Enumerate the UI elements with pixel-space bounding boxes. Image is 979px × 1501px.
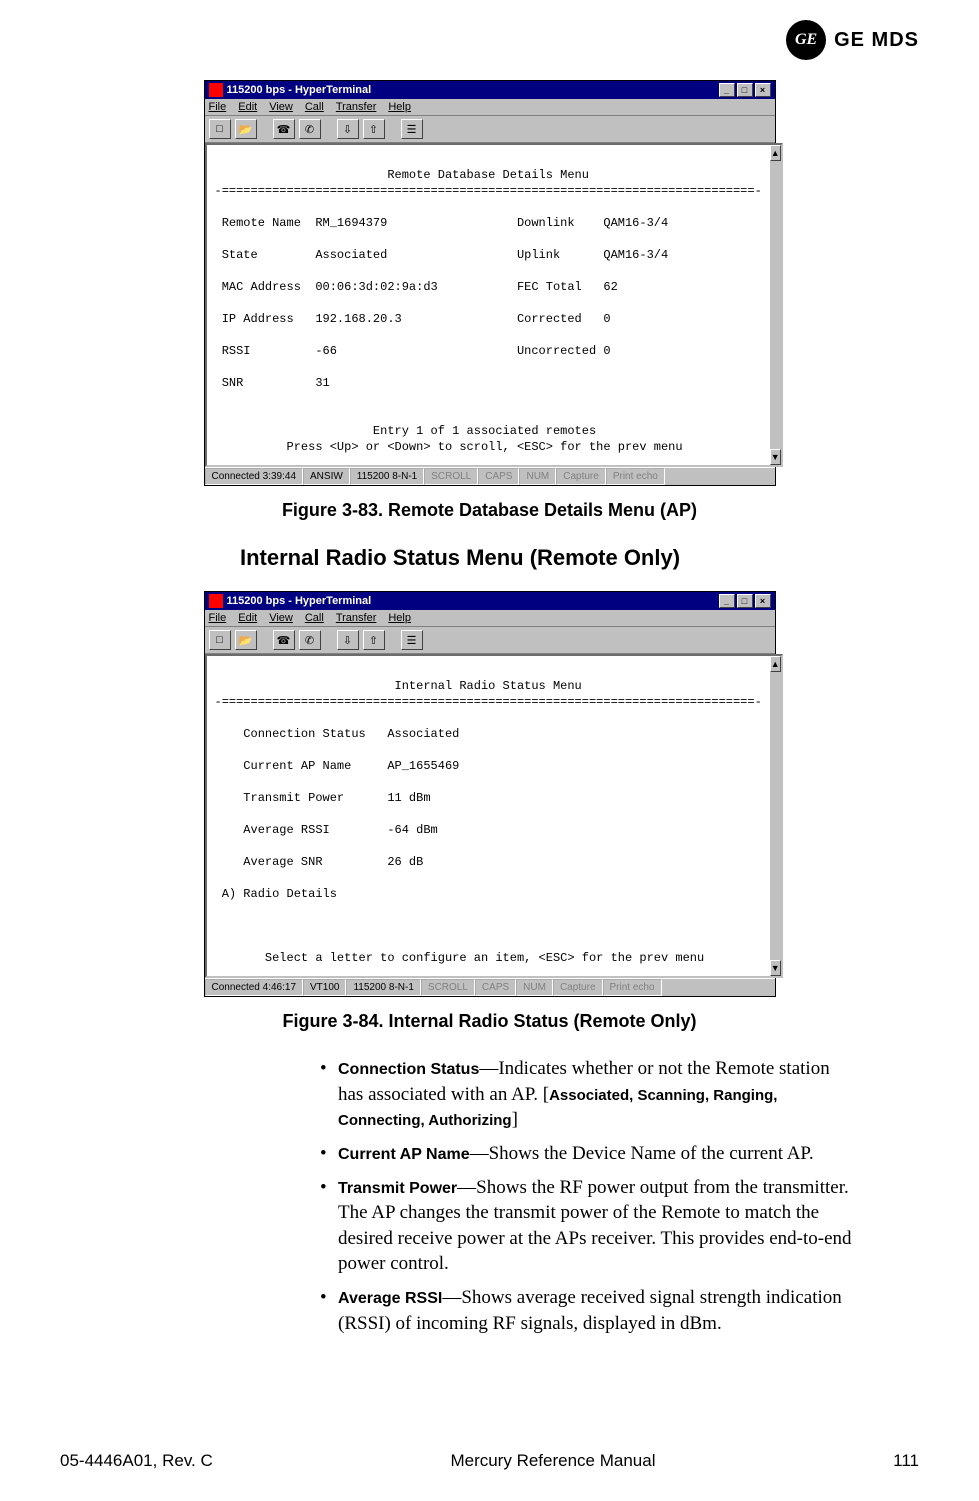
figure-caption-2: Figure 3-84. Internal Radio Status (Remo… [60, 1011, 919, 1032]
toolbar-receive-icon[interactable]: ⇧ [363, 630, 385, 650]
toolbar-connect-icon[interactable]: ☎ [273, 630, 295, 650]
toolbar-send-icon[interactable]: ⇩ [337, 630, 359, 650]
bullet-body: —Shows the Device Name of the current AP… [470, 1143, 814, 1164]
toolbar-properties-icon[interactable]: ☰ [401, 119, 423, 139]
app-icon [209, 83, 223, 97]
page-footer: 05-4446A01, Rev. C Mercury Reference Man… [60, 1451, 919, 1471]
footer-right: 111 [893, 1451, 919, 1471]
app-icon [209, 594, 223, 608]
status-num: NUM [516, 979, 553, 996]
statusbar: Connected 3:39:44 ANSIW 115200 8-N-1 SCR… [205, 467, 775, 485]
status-num: NUM [519, 468, 556, 485]
minimize-button[interactable]: _ [719, 594, 735, 608]
scroll-up-icon[interactable]: ▲ [770, 145, 781, 161]
menu-file[interactable]: File [209, 612, 227, 624]
status-capture: Capture [556, 468, 606, 485]
statusbar: Connected 4:46:17 VT100 115200 8-N-1 SCR… [205, 978, 775, 996]
status-printecho: Print echo [606, 468, 665, 485]
close-button[interactable]: × [755, 83, 771, 97]
menu-transfer[interactable]: Transfer [336, 612, 377, 624]
status-params: 115200 8-N-1 [346, 979, 420, 996]
list-item: Connection Status—Indicates whether or n… [320, 1056, 859, 1133]
menu-call[interactable]: Call [305, 612, 324, 624]
menu-transfer[interactable]: Transfer [336, 101, 377, 113]
status-connected: Connected 4:46:17 [205, 979, 304, 996]
minimize-button[interactable]: _ [719, 83, 735, 97]
menu-edit[interactable]: Edit [238, 612, 257, 624]
footer-center: Mercury Reference Manual [450, 1451, 655, 1471]
menu-call[interactable]: Call [305, 101, 324, 113]
status-scroll: SCROLL [421, 979, 475, 996]
status-scroll: SCROLL [424, 468, 478, 485]
hyperterminal-window-1: 115200 bps - HyperTerminal _ □ × File Ed… [204, 80, 776, 486]
toolbar-open-icon[interactable]: 📂 [235, 630, 257, 650]
menubar: File Edit View Call Transfer Help [205, 99, 775, 116]
scrollbar[interactable]: ▲ ▼ [770, 654, 783, 978]
bullet-term: Transmit Power [338, 1180, 457, 1197]
toolbar-receive-icon[interactable]: ⇧ [363, 119, 385, 139]
window-title: 115200 bps - HyperTerminal [227, 595, 372, 607]
ge-monogram-icon: GE [786, 20, 826, 60]
list-item: Average RSSI—Shows average received sign… [320, 1285, 859, 1336]
scroll-down-icon[interactable]: ▼ [770, 960, 781, 976]
toolbar-disconnect-icon[interactable]: ✆ [299, 119, 321, 139]
footer-left: 05-4446A01, Rev. C [60, 1451, 213, 1471]
toolbar-open-icon[interactable]: 📂 [235, 119, 257, 139]
menu-view[interactable]: View [269, 101, 293, 113]
bullet-tail: ] [512, 1109, 518, 1130]
status-caps: CAPS [475, 979, 516, 996]
titlebar: 115200 bps - HyperTerminal _ □ × [205, 592, 775, 610]
menu-help[interactable]: Help [388, 101, 411, 113]
bullet-term: Connection Status [338, 1061, 479, 1078]
menu-edit[interactable]: Edit [238, 101, 257, 113]
scroll-down-icon[interactable]: ▼ [770, 449, 781, 465]
header-logo: GE GE MDS [60, 20, 919, 60]
toolbar-properties-icon[interactable]: ☰ [401, 630, 423, 650]
status-connected: Connected 3:39:44 [205, 468, 304, 485]
menu-help[interactable]: Help [388, 612, 411, 624]
bullet-term: Current AP Name [338, 1146, 470, 1163]
toolbar-connect-icon[interactable]: ☎ [273, 119, 295, 139]
status-printecho: Print echo [603, 979, 662, 996]
bullet-term: Average RSSI [338, 1290, 442, 1307]
status-caps: CAPS [478, 468, 519, 485]
section-heading: Internal Radio Status Menu (Remote Only) [240, 545, 919, 571]
titlebar: 115200 bps - HyperTerminal _ □ × [205, 81, 775, 99]
menubar: File Edit View Call Transfer Help [205, 610, 775, 627]
window-title: 115200 bps - HyperTerminal [227, 84, 372, 96]
bullet-list: Connection Status—Indicates whether or n… [280, 1056, 859, 1336]
list-item: Current AP Name—Shows the Device Name of… [320, 1141, 859, 1167]
terminal-content: Internal Radio Status Menu -============… [205, 654, 770, 978]
toolbar-new-icon[interactable]: □ [209, 630, 231, 650]
close-button[interactable]: × [755, 594, 771, 608]
status-emulation: ANSIW [303, 468, 350, 485]
maximize-button[interactable]: □ [737, 594, 753, 608]
toolbar: □ 📂 ☎ ✆ ⇩ ⇧ ☰ [205, 627, 775, 654]
status-emulation: VT100 [303, 979, 346, 996]
scroll-up-icon[interactable]: ▲ [770, 656, 781, 672]
brand-text: GE MDS [834, 29, 919, 52]
menu-file[interactable]: File [209, 101, 227, 113]
menu-view[interactable]: View [269, 612, 293, 624]
toolbar-new-icon[interactable]: □ [209, 119, 231, 139]
toolbar-disconnect-icon[interactable]: ✆ [299, 630, 321, 650]
status-params: 115200 8-N-1 [350, 468, 424, 485]
terminal-content: Remote Database Details Menu -==========… [205, 143, 770, 467]
scrollbar[interactable]: ▲ ▼ [770, 143, 783, 467]
status-capture: Capture [553, 979, 603, 996]
toolbar: □ 📂 ☎ ✆ ⇩ ⇧ ☰ [205, 116, 775, 143]
figure-caption-1: Figure 3-83. Remote Database Details Men… [60, 500, 919, 521]
maximize-button[interactable]: □ [737, 83, 753, 97]
toolbar-send-icon[interactable]: ⇩ [337, 119, 359, 139]
hyperterminal-window-2: 115200 bps - HyperTerminal _ □ × File Ed… [204, 591, 776, 997]
list-item: Transmit Power—Shows the RF power output… [320, 1175, 859, 1278]
